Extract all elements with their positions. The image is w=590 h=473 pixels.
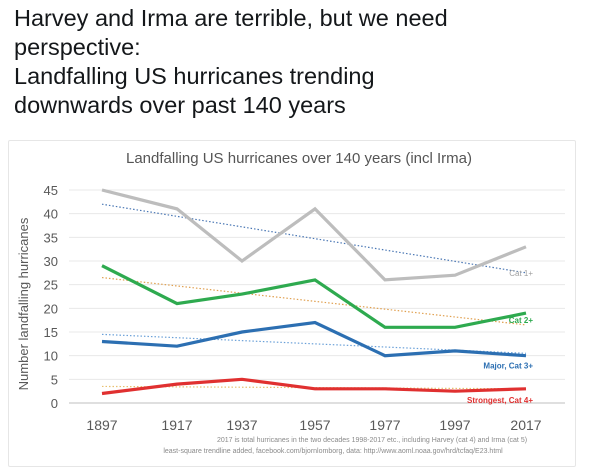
gridlines xyxy=(69,189,565,404)
y-axis-label: Number landfalling hurricanes xyxy=(16,217,31,390)
y-tick-label: 10 xyxy=(44,349,58,364)
tweet-text: Harvey and Irma are terrible, but we nee… xyxy=(14,4,584,120)
series-label: Cat 1+ xyxy=(509,269,533,278)
series-label: Cat 2+ xyxy=(509,316,534,325)
tweet-line: Landfalling US hurricanes trending xyxy=(14,63,375,89)
series-label: Strongest, Cat 4+ xyxy=(467,396,533,405)
trendline xyxy=(101,203,527,274)
series-line xyxy=(101,264,527,329)
x-axis-ticks: 1897 1917 1937 1957 1977 1997 2017 xyxy=(86,417,541,433)
series-line xyxy=(101,188,527,282)
trendline xyxy=(101,385,527,390)
hurricane-line-chart: Landfalling US hurricanes over 140 years… xyxy=(16,150,565,455)
x-tick-label: 1977 xyxy=(369,417,400,433)
chart-title: Landfalling US hurricanes over 140 years… xyxy=(126,150,472,167)
y-tick-label: 40 xyxy=(44,207,58,222)
x-tick-label: 1957 xyxy=(299,417,330,433)
x-tick-label: 1917 xyxy=(161,417,192,433)
tweet-line: perspective: xyxy=(14,34,141,60)
y-tick-label: 35 xyxy=(44,230,58,245)
series-label: Major, Cat 3+ xyxy=(483,362,533,371)
y-tick-label: 0 xyxy=(51,396,58,411)
trendline xyxy=(101,276,527,326)
x-tick-label: 2017 xyxy=(510,417,541,433)
series-line xyxy=(101,377,527,396)
chart-note-2: least-square trendline added, facebook.c… xyxy=(163,448,503,455)
y-tick-label: 25 xyxy=(44,278,58,293)
y-axis-ticks: 0 5 10 15 20 25 30 35 40 45 xyxy=(44,183,58,411)
y-tick-label: 45 xyxy=(44,183,58,198)
x-tick-label: 1997 xyxy=(439,417,470,433)
y-tick-label: 5 xyxy=(51,372,58,387)
tweet-line: downwards over past 140 years xyxy=(14,92,346,118)
y-tick-label: 20 xyxy=(44,301,58,316)
series-labels: Cat 1+ Cat 2+ Major, Cat 3+ Strongest, Cat … xyxy=(467,269,533,405)
series-line xyxy=(101,320,527,358)
x-tick-label: 1897 xyxy=(86,417,117,433)
x-tick-label: 1937 xyxy=(226,417,257,433)
y-tick-label: 15 xyxy=(44,325,58,340)
series-lines xyxy=(101,188,527,396)
chart-image-card[interactable]: Landfalling US hurricanes over 140 years… xyxy=(8,140,576,467)
y-tick-label: 30 xyxy=(44,254,58,269)
chart-note-1: 2017 is total hurricanes in the two deca… xyxy=(217,437,527,444)
tweet-line: Harvey and Irma are terrible, but we nee… xyxy=(14,5,448,31)
